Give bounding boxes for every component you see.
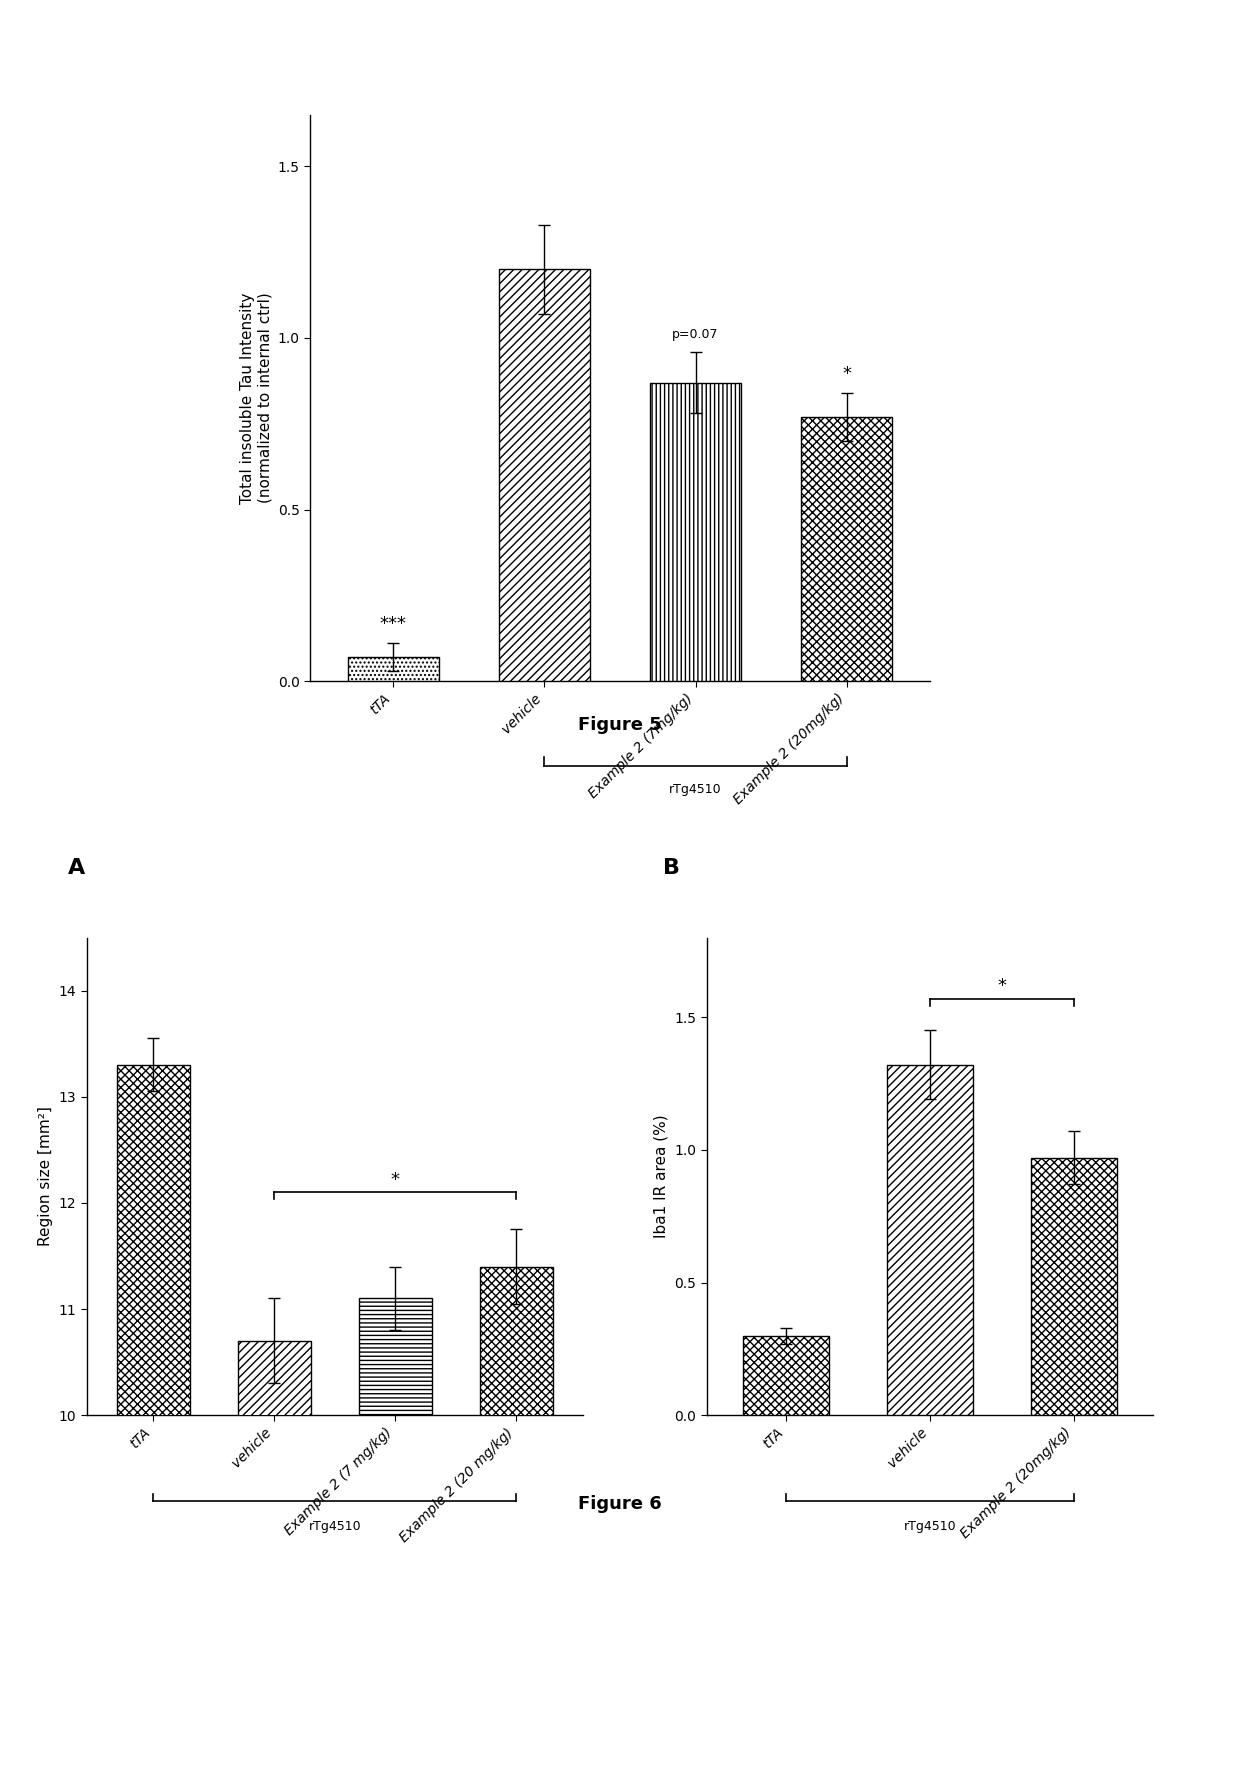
Text: Figure 6: Figure 6 [578, 1495, 662, 1512]
Bar [360, 1298, 432, 1769]
Bar [117, 1065, 190, 1769]
Bar [1030, 1157, 1117, 1415]
Text: A: A [68, 858, 86, 877]
Text: rTg4510: rTg4510 [670, 784, 722, 796]
Text: *: * [997, 976, 1007, 994]
Text: rTg4510: rTg4510 [309, 1520, 361, 1534]
Bar [347, 656, 439, 681]
Bar [743, 1336, 830, 1415]
Y-axis label: Region size [mm²]: Region size [mm²] [38, 1106, 53, 1247]
Text: Figure 5: Figure 5 [578, 716, 662, 734]
Text: B: B [663, 858, 681, 877]
Bar [801, 417, 893, 681]
Bar [887, 1065, 973, 1415]
Bar [238, 1341, 310, 1769]
Text: ***: *** [379, 616, 407, 633]
Bar [498, 269, 590, 681]
Text: *: * [842, 364, 852, 382]
Bar [480, 1267, 553, 1769]
Y-axis label: Total insoluble Tau Intensity
(normalized to internal ctrl): Total insoluble Tau Intensity (normalize… [239, 292, 272, 504]
Text: p=0.07: p=0.07 [672, 329, 719, 341]
Text: *: * [391, 1171, 399, 1189]
Bar [650, 382, 742, 681]
Text: rTg4510: rTg4510 [904, 1520, 956, 1534]
Y-axis label: Iba1 IR area (%): Iba1 IR area (%) [653, 1114, 668, 1238]
